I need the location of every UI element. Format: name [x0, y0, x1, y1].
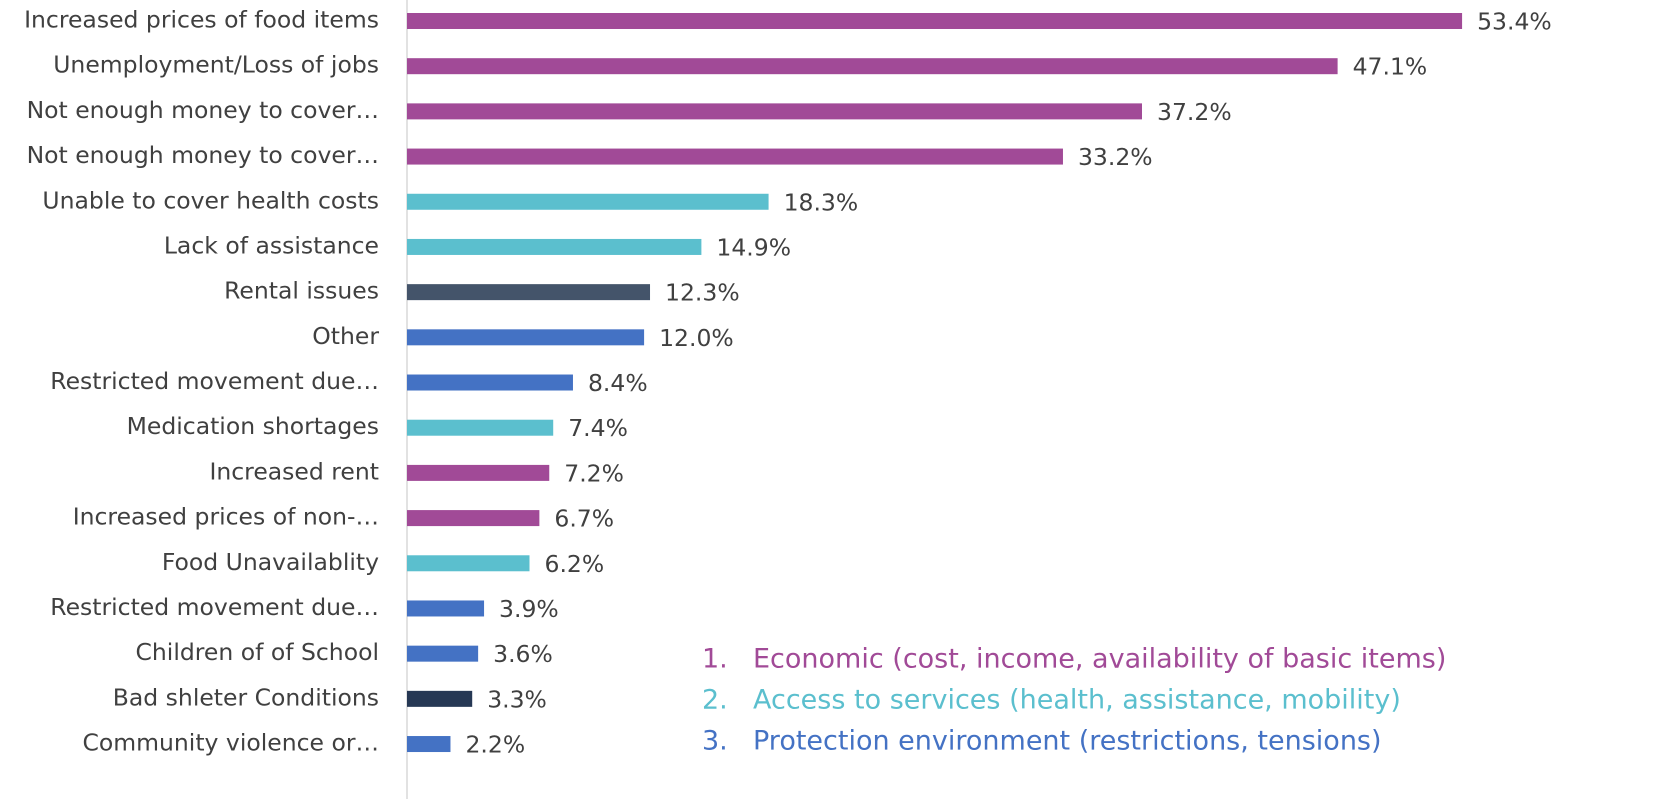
- category-label: Other: [312, 322, 379, 350]
- value-label: 6.2%: [545, 550, 605, 578]
- category-label: Restricted movement due…: [50, 593, 379, 621]
- value-label: 53.4%: [1477, 8, 1552, 36]
- category-label: Rental issues: [224, 277, 379, 305]
- category-label: Children of of School: [135, 638, 379, 666]
- bar: [407, 284, 651, 301]
- category-label: Increased prices of non-…: [73, 503, 379, 531]
- value-label: 2.2%: [465, 731, 525, 759]
- value-label: 7.4%: [568, 414, 628, 442]
- annotation-text: Economic (cost, income, availability of …: [753, 644, 1446, 675]
- category-label: Medication shortages: [127, 412, 379, 440]
- bar: [407, 419, 554, 436]
- category-label: Increased rent: [209, 457, 379, 485]
- value-label: 8.4%: [588, 369, 648, 397]
- bar: [407, 736, 451, 753]
- bar: [407, 193, 769, 210]
- category-label: Unemployment/Loss of jobs: [53, 51, 379, 79]
- value-label: 47.1%: [1353, 53, 1428, 81]
- bar: [407, 238, 702, 255]
- value-label: 18.3%: [784, 188, 859, 216]
- annotation-text: Protection environment (restrictions, te…: [753, 726, 1382, 757]
- category-label: Community violence or…: [82, 729, 379, 757]
- value-label: 3.9%: [499, 595, 559, 623]
- bar: [407, 13, 1463, 29]
- bar: [407, 600, 485, 617]
- bar: [407, 103, 1142, 120]
- annotation-number: 3.: [702, 726, 728, 757]
- bar: [407, 464, 550, 481]
- annotation-number: 2.: [702, 685, 728, 716]
- category-label: Not enough money to cover…: [27, 96, 379, 124]
- category-label: Unable to cover health costs: [42, 186, 379, 214]
- bar: [407, 690, 473, 707]
- bar: [407, 58, 1338, 75]
- annotation-number: 1.: [702, 644, 728, 675]
- category-label: Bad shleter Conditions: [113, 683, 379, 711]
- category-label: Lack of assistance: [164, 231, 379, 259]
- value-label: 12.3%: [665, 279, 740, 307]
- category-label: Restricted movement due…: [50, 367, 379, 395]
- annotation-text: Access to services (health, assistance, …: [753, 685, 1401, 716]
- category-label: Food Unavailablity: [162, 548, 379, 576]
- bar: [407, 645, 479, 662]
- value-label: 3.3%: [487, 685, 547, 713]
- value-label: 14.9%: [716, 233, 791, 261]
- value-label: 3.6%: [493, 640, 553, 668]
- value-label: 37.2%: [1157, 98, 1232, 126]
- category-label: Not enough money to cover…: [27, 141, 379, 169]
- value-label: 7.2%: [564, 459, 624, 487]
- value-label: 12.0%: [659, 324, 734, 352]
- value-label: 33.2%: [1078, 143, 1153, 171]
- bar: [407, 329, 645, 346]
- bar: [407, 510, 540, 527]
- bar: [407, 148, 1063, 165]
- bar: [407, 555, 530, 572]
- bar: [407, 374, 573, 391]
- value-label: 6.7%: [554, 505, 614, 533]
- category-label: Increased prices of food items: [24, 6, 379, 34]
